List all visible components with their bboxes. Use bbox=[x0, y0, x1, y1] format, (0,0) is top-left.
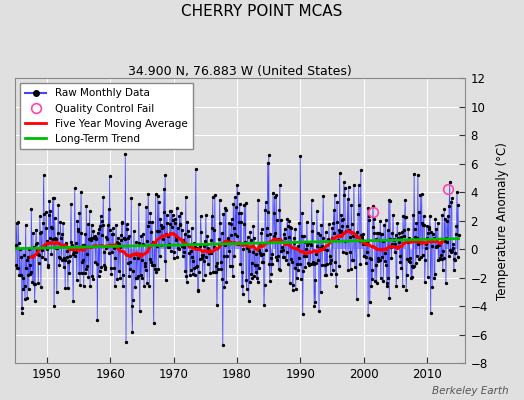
Text: Berkeley Earth: Berkeley Earth bbox=[432, 386, 508, 396]
Y-axis label: Temperature Anomaly (°C): Temperature Anomaly (°C) bbox=[496, 142, 509, 300]
Title: 34.900 N, 76.883 W (United States): 34.900 N, 76.883 W (United States) bbox=[128, 65, 352, 78]
Legend: Raw Monthly Data, Quality Control Fail, Five Year Moving Average, Long-Term Tren: Raw Monthly Data, Quality Control Fail, … bbox=[20, 83, 192, 149]
Text: CHERRY POINT MCAS: CHERRY POINT MCAS bbox=[181, 4, 343, 19]
